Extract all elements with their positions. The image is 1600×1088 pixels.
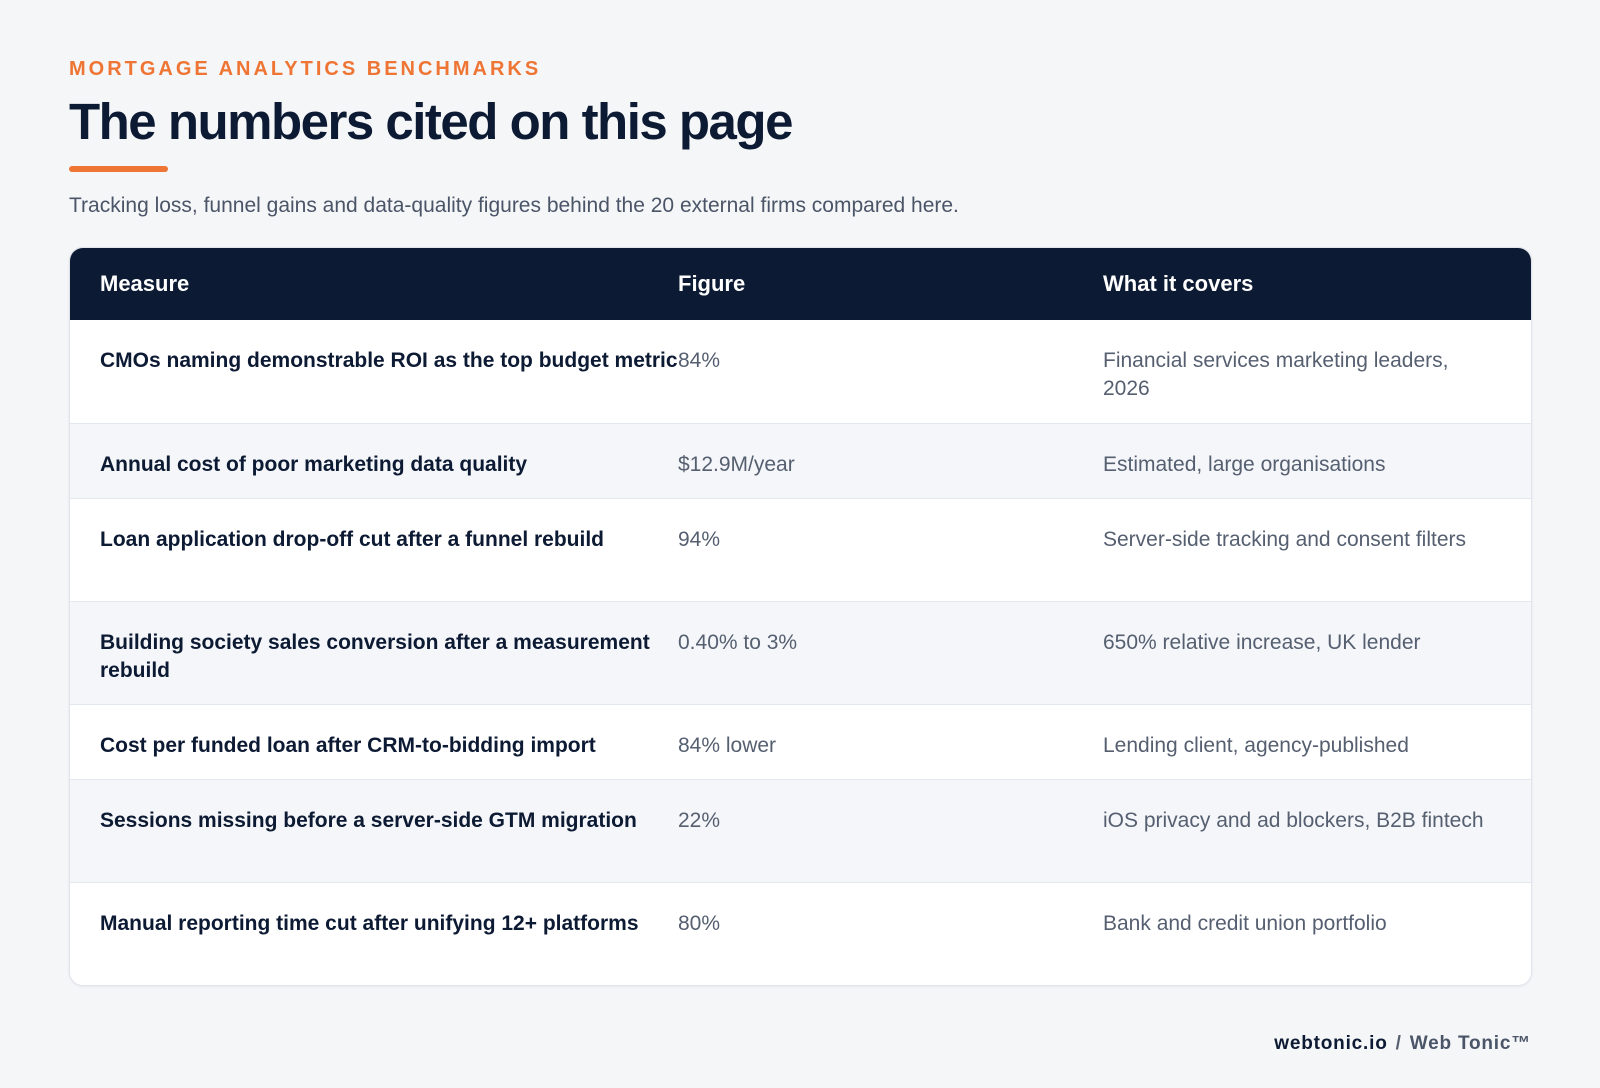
cell-measure: Cost per funded loan after CRM-to-biddin… [100, 734, 596, 757]
column-header-figure: Figure [678, 271, 746, 296]
cell-measure: CMOs naming demonstrable ROI as the top … [100, 349, 678, 372]
table-body: CMOs naming demonstrable ROI as the top … [70, 320, 1531, 985]
footer-separator: / [1395, 1033, 1402, 1054]
column-header-covers: What it covers [1103, 271, 1254, 296]
cell-measure: Loan application drop-off cut after a fu… [100, 528, 604, 551]
cell-measure: Manual reporting time cut after unifying… [100, 912, 639, 935]
cell-figure: 80% [678, 912, 721, 935]
table-row: Loan application drop-off cut after a fu… [70, 498, 1531, 601]
cell-covers: Bank and credit union portfolio [1103, 912, 1387, 935]
cell-measure: Annual cost of poor marketing data quali… [100, 453, 528, 476]
table-row: CMOs naming demonstrable ROI as the top … [70, 320, 1531, 423]
cell-figure: 22% [678, 809, 721, 832]
title-accent-bar [69, 166, 168, 172]
cell-covers: Lending client, agency-published [1103, 734, 1409, 757]
eyebrow-label: MORTGAGE ANALYTICS BENCHMARKS [69, 58, 542, 80]
cell-figure: 0.40% to 3% [678, 631, 798, 654]
cell-measure: Building society sales conversion after … [100, 631, 650, 682]
cell-covers: Financial services marketing leaders, 20… [1103, 349, 1449, 400]
page-subtitle: Tracking loss, funnel gains and data-qua… [69, 194, 959, 217]
cell-covers: 650% relative increase, UK lender [1103, 631, 1421, 654]
footer-credit: webtonic.io / Web Tonic™ [1274, 1033, 1531, 1055]
column-header-measure: Measure [100, 271, 190, 296]
cell-figure: 84% lower [678, 734, 777, 757]
table-row: Sessions missing before a server-side GT… [70, 779, 1531, 882]
footer-brand: Web Tonic™ [1409, 1033, 1531, 1054]
cell-covers: iOS privacy and ad blockers, B2B fintech [1103, 809, 1484, 832]
table-row: Annual cost of poor marketing data quali… [70, 423, 1531, 498]
table-row: Manual reporting time cut after unifying… [70, 882, 1531, 985]
cell-figure: 94% [678, 528, 721, 551]
table-row: Building society sales conversion after … [70, 601, 1531, 704]
cell-measure: Sessions missing before a server-side GT… [100, 809, 637, 832]
table-row: Cost per funded loan after CRM-to-biddin… [70, 704, 1531, 779]
benchmarks-table: Measure Figure What it covers CMOs namin… [69, 247, 1532, 986]
cell-covers: Server-side tracking and consent filters [1103, 528, 1466, 551]
footer-site: webtonic.io [1274, 1033, 1388, 1054]
cell-figure: 84% [678, 349, 721, 372]
cell-covers: Estimated, large organisations [1103, 453, 1386, 476]
cell-figure: $12.9M/year [678, 453, 795, 476]
table-header: Measure Figure What it covers [70, 248, 1531, 320]
page-title: The numbers cited on this page [69, 93, 793, 150]
